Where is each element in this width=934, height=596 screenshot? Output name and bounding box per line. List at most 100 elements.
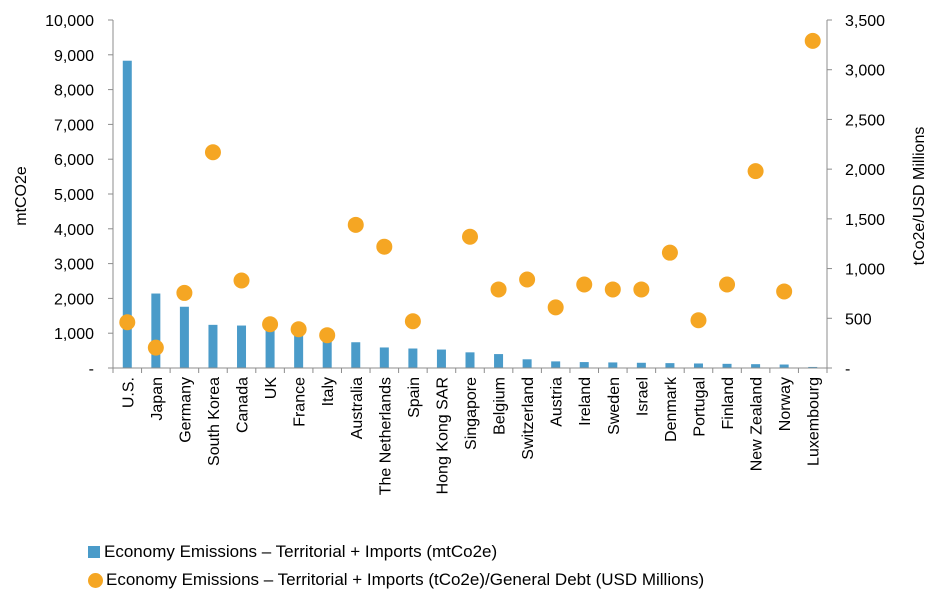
right-tick-label: 1,500 <box>845 212 885 229</box>
category-label: Spain <box>406 377 423 418</box>
right-tick-label: - <box>845 361 850 378</box>
bar-18 <box>636 362 646 368</box>
point-13 <box>490 281 507 298</box>
point-16 <box>576 276 593 293</box>
category-label: The Netherlands <box>377 377 394 495</box>
category-label: Norway <box>777 377 794 431</box>
bar-19 <box>665 363 675 368</box>
legend-item-dot: Economy Emissions – Territorial + Import… <box>88 566 704 594</box>
category-label: Japan <box>149 377 166 421</box>
point-0 <box>119 314 136 331</box>
dots-layer <box>119 32 821 356</box>
point-9 <box>376 238 393 255</box>
right-tick-label: 2,000 <box>845 162 885 179</box>
axes-layer <box>108 19 832 373</box>
bar-6 <box>294 334 304 368</box>
y-axis-title-left: mtCO2e <box>13 166 30 226</box>
point-3 <box>204 144 221 161</box>
category-label: South Korea <box>206 377 223 466</box>
point-20 <box>690 312 707 329</box>
right-tick-label: 3,500 <box>845 13 885 30</box>
right-tick-label: 3,000 <box>845 63 885 80</box>
bar-8 <box>351 342 361 368</box>
point-24 <box>804 32 821 49</box>
bar-5 <box>265 330 275 368</box>
right-tick-label: 500 <box>845 311 872 328</box>
bar-15 <box>551 361 561 368</box>
left-tick-label: 6,000 <box>54 152 94 169</box>
bar-4 <box>237 325 247 368</box>
point-14 <box>519 271 536 288</box>
point-19 <box>661 244 678 261</box>
left-tick-label: - <box>89 361 94 378</box>
legend-label-bar: Economy Emissions – Territorial + Import… <box>104 542 498 561</box>
category-label: Portugal <box>691 377 708 437</box>
category-label: Austria <box>549 377 566 427</box>
x-tick-labels: U.S. Japan Germany South Korea Canada UK Franc… <box>120 376 822 495</box>
legend-item-bar: Economy Emissions – Territorial + Import… <box>88 538 704 566</box>
bar-22 <box>751 364 761 368</box>
left-tick-labels: - 1,000 2,000 3,000 4,000 5,000 6,000 7,000 8,00… <box>45 13 94 378</box>
point-22 <box>747 163 764 180</box>
bar-23 <box>779 364 789 368</box>
left-tick-label: 10,000 <box>45 13 94 30</box>
bar-20 <box>693 363 703 368</box>
legend-swatch-bar <box>88 546 100 558</box>
left-tick-label: 4,000 <box>54 222 94 239</box>
left-tick-label: 1,000 <box>54 326 94 343</box>
point-6 <box>290 321 307 338</box>
bar-0 <box>122 60 132 368</box>
point-21 <box>719 276 736 293</box>
category-label: Switzerland <box>520 377 537 460</box>
category-label: Israel <box>634 377 651 416</box>
left-tick-label: 5,000 <box>54 187 94 204</box>
bar-21 <box>722 363 732 368</box>
legend-label-dot: Economy Emissions – Territorial + Import… <box>106 570 705 589</box>
category-label: Canada <box>235 377 252 433</box>
bar-16 <box>579 362 589 368</box>
bar-9 <box>379 347 389 368</box>
point-4 <box>233 272 250 289</box>
category-label: France <box>292 377 309 427</box>
category-label: Germany <box>177 377 194 443</box>
bar-12 <box>465 352 475 368</box>
category-label: Singapore <box>463 377 480 450</box>
point-23 <box>776 283 793 300</box>
right-tick-label: 1,000 <box>845 262 885 279</box>
bar-1 <box>151 293 161 368</box>
point-15 <box>547 299 564 316</box>
left-tick-label: 7,000 <box>54 117 94 134</box>
category-label: Denmark <box>663 376 680 442</box>
left-tick-label: 2,000 <box>54 291 94 308</box>
category-label: New Zealand <box>749 377 766 471</box>
category-label: Belgium <box>492 377 509 435</box>
point-2 <box>176 284 193 301</box>
category-label: Sweden <box>606 377 623 435</box>
bar-11 <box>436 349 446 368</box>
left-tick-label: 3,000 <box>54 257 94 274</box>
point-10 <box>404 313 421 330</box>
bar-10 <box>408 348 418 368</box>
category-label: Australia <box>349 377 366 439</box>
point-5 <box>262 316 279 333</box>
bar-7 <box>322 340 332 368</box>
category-label: Ireland <box>577 377 594 426</box>
bar-24 <box>808 366 818 368</box>
category-label: Italy <box>320 377 337 406</box>
legend-swatch-dot <box>88 572 103 588</box>
bar-2 <box>179 306 189 368</box>
category-label: Hong Kong SAR <box>434 377 451 494</box>
point-12 <box>462 228 478 245</box>
bar-13 <box>494 354 504 368</box>
point-18 <box>633 281 650 298</box>
category-label: UK <box>263 377 280 400</box>
point-8 <box>347 216 364 233</box>
left-tick-label: 9,000 <box>54 48 94 65</box>
point-7 <box>319 327 336 344</box>
bar-3 <box>208 324 218 368</box>
category-label: Luxembourg <box>806 377 823 466</box>
point-1 <box>147 339 164 356</box>
category-label: Finland <box>720 377 737 429</box>
y-axis-title-right: tCo2e/USD Millions <box>911 127 928 266</box>
